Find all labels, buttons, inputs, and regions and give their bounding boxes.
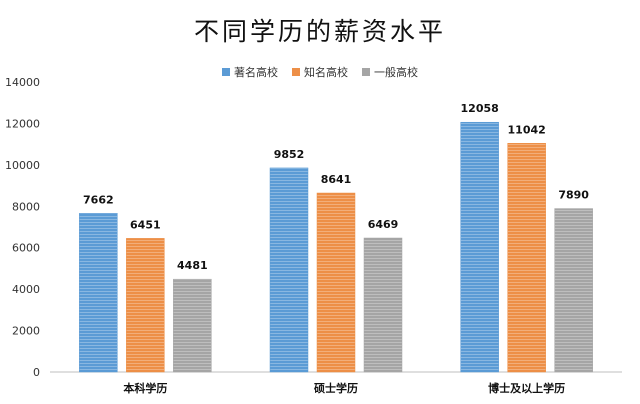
bar-1-0 bbox=[269, 167, 309, 373]
y-tick-label-5: 10000 bbox=[5, 159, 40, 172]
bar-1-2 bbox=[363, 237, 403, 373]
legend-swatch-series-0 bbox=[222, 68, 230, 76]
legend-label-series-0: 著名高校 bbox=[234, 66, 278, 79]
bar-0-0 bbox=[79, 213, 118, 373]
bar-2-1 bbox=[507, 143, 546, 373]
legend-swatch-series-2 bbox=[362, 68, 370, 76]
y-tick-label-4: 8000 bbox=[12, 200, 40, 213]
data-label-1-2: 6469 bbox=[368, 218, 399, 231]
y-tick-label-6: 12000 bbox=[5, 117, 40, 130]
data-label-0-1: 6451 bbox=[130, 218, 161, 231]
bar-1-1 bbox=[316, 192, 356, 373]
y-tick-label-2: 4000 bbox=[12, 283, 40, 296]
data-label-2-0: 12058 bbox=[461, 102, 499, 115]
bar-2-0 bbox=[460, 121, 499, 373]
chart-title: 不同学历的薪资水平 bbox=[193, 17, 446, 46]
bar-0-2 bbox=[173, 278, 212, 373]
legend-label-series-1: 知名高校 bbox=[304, 66, 348, 79]
y-tick-label-1: 2000 bbox=[12, 325, 40, 338]
x-category-label-0: 本科学历 bbox=[123, 381, 167, 395]
data-label-2-2: 7890 bbox=[558, 189, 589, 202]
data-label-0-2: 4481 bbox=[177, 259, 208, 272]
legend: 著名高校 知名高校 一般高校 bbox=[0, 64, 640, 80]
data-label-0-0: 7662 bbox=[83, 193, 114, 206]
data-label-1-1: 8641 bbox=[321, 173, 352, 186]
legend-item-series-0: 著名高校 bbox=[222, 64, 278, 80]
bar-0-1 bbox=[126, 238, 165, 373]
data-label-1-0: 9852 bbox=[274, 148, 305, 161]
legend-swatch-series-1 bbox=[292, 68, 300, 76]
legend-item-series-2: 一般高校 bbox=[362, 64, 418, 80]
x-category-label-1: 硕士学历 bbox=[314, 381, 358, 395]
y-tick-label-0: 0 bbox=[33, 366, 40, 379]
legend-label-series-2: 一般高校 bbox=[374, 66, 418, 79]
data-label-2-1: 11042 bbox=[508, 123, 546, 136]
legend-item-series-1: 知名高校 bbox=[292, 64, 348, 80]
x-category-label-2: 博士及以上学历 bbox=[488, 381, 565, 395]
bar-2-2 bbox=[554, 208, 593, 373]
y-tick-label-3: 6000 bbox=[12, 242, 40, 255]
y-tick-label-7: 14000 bbox=[5, 76, 40, 89]
